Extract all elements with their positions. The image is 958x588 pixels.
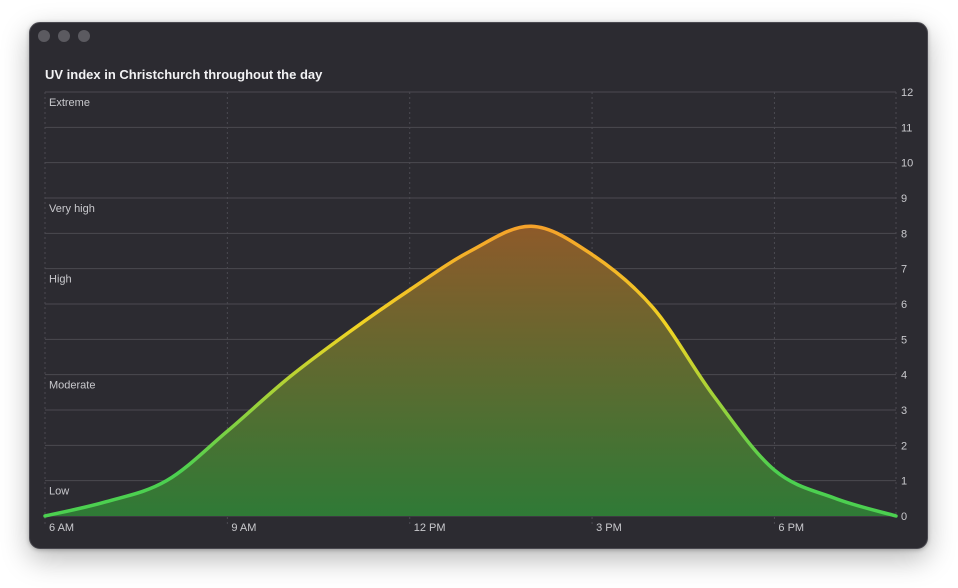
y-tick-label: 8 [901, 228, 907, 240]
chart-title: UV index in Christchurch throughout the … [45, 67, 323, 82]
y-tick-label: 6 [901, 299, 907, 311]
band-label: Low [49, 486, 69, 498]
close-button[interactable] [38, 30, 50, 42]
y-tick-label: 7 [901, 264, 907, 276]
y-tick-label: 9 [901, 193, 907, 205]
y-tick-label: 12 [901, 87, 913, 99]
uv-line [43, 224, 898, 518]
zoom-button[interactable] [78, 30, 90, 42]
y-tick-label: 5 [901, 334, 907, 346]
band-label: High [49, 274, 72, 286]
y-tick-label: 11 [901, 122, 912, 134]
x-tick-label: 12 PM [414, 522, 446, 534]
x-tick-label: 9 AM [231, 522, 256, 534]
minimize-button[interactable] [58, 30, 70, 42]
x-tick-label: 6 PM [778, 522, 804, 534]
band-label: Extreme [49, 97, 90, 109]
band-label: Very high [49, 203, 95, 215]
y-tick-label: 0 [901, 511, 907, 523]
x-tick-label: 3 PM [596, 522, 622, 534]
chart-window: UV index in Christchurch throughout the … [29, 22, 928, 549]
y-tick-label: 4 [901, 370, 907, 382]
x-tick-label: 6 AM [49, 522, 74, 534]
band-label: Moderate [49, 380, 95, 392]
y-tick-label: 10 [901, 158, 913, 170]
uv-area [45, 226, 896, 516]
y-tick-label: 2 [901, 440, 907, 452]
window-controls [38, 30, 90, 42]
y-tick-label: 3 [901, 405, 907, 417]
y-tick-label: 1 [901, 476, 907, 488]
